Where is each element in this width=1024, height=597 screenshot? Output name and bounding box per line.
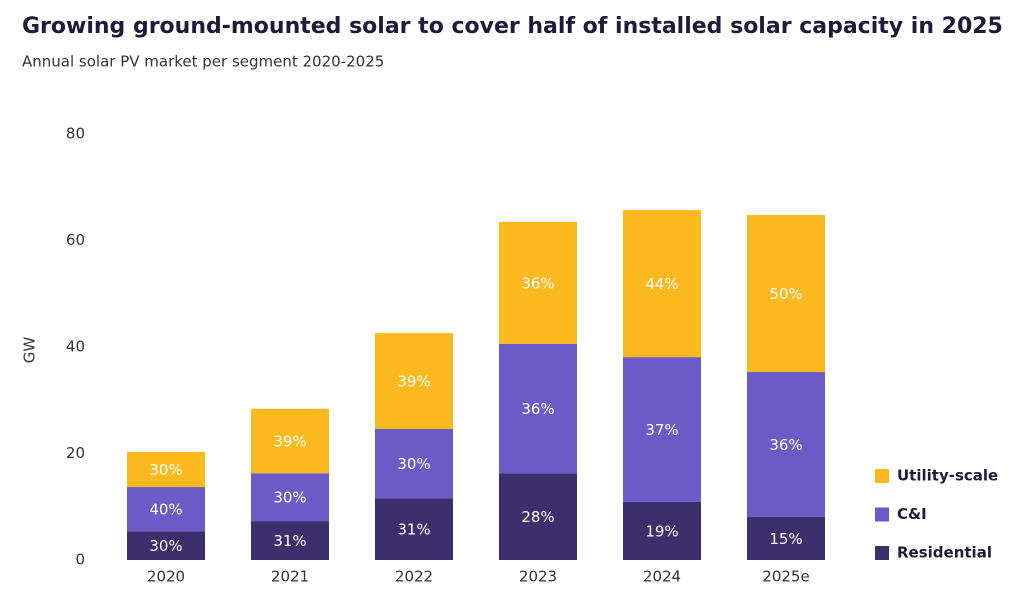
data-label: 30% [397, 455, 430, 473]
data-label: 40% [149, 501, 182, 519]
chart-title: Growing ground-mounted solar to cover ha… [22, 14, 1003, 39]
data-label: 39% [397, 373, 430, 391]
bar-segment [251, 473, 329, 522]
data-label: 19% [645, 522, 678, 540]
bar-segment [499, 221, 577, 344]
bar-segment [747, 372, 825, 517]
bar-segment [375, 429, 453, 499]
data-label: 36% [769, 436, 802, 454]
bar-segment [747, 516, 825, 560]
bar-segment [251, 521, 329, 560]
x-tick-label: 2024 [643, 568, 681, 586]
y-axis-label: GW [21, 337, 39, 364]
legend-swatch [875, 546, 889, 560]
bar-segment [623, 210, 701, 358]
legend-swatch [875, 469, 889, 483]
bar-segment [375, 498, 453, 560]
bar-segment [127, 487, 205, 532]
y-tick-label: 80 [66, 125, 85, 143]
data-label: 31% [273, 532, 306, 550]
data-label: 30% [273, 489, 306, 507]
legend-swatch [875, 507, 889, 522]
x-tick-label: 2021 [271, 568, 309, 586]
x-tick-label: 2020 [147, 568, 185, 586]
bar-segment [747, 214, 825, 373]
legend-label: Utility-scale [897, 467, 998, 485]
data-label: 15% [769, 530, 802, 548]
data-label: 44% [645, 275, 678, 293]
bar-segment [127, 531, 205, 560]
bar-segment [251, 408, 329, 474]
x-tick-label: 2025e [762, 568, 809, 586]
legend-label: C&I [897, 505, 927, 523]
y-tick-label: 0 [75, 551, 85, 569]
data-label: 30% [149, 461, 182, 479]
bar-segment [127, 451, 205, 488]
x-tick-label: 2022 [395, 568, 433, 586]
data-label: 28% [521, 508, 554, 526]
data-label: 36% [521, 400, 554, 418]
data-label: 31% [397, 521, 430, 539]
bar-segment [375, 333, 453, 430]
y-tick-label: 40 [66, 338, 85, 356]
data-label: 39% [273, 432, 306, 450]
y-tick-label: 20 [66, 444, 85, 462]
data-label: 36% [521, 274, 554, 292]
bar-segment [623, 357, 701, 502]
y-tick-label: 60 [66, 231, 85, 249]
data-label: 37% [645, 421, 678, 439]
bar-segment [499, 473, 577, 560]
legend-label: Residential [897, 544, 992, 562]
x-tick-label: 2023 [519, 568, 557, 586]
chart-subtitle: Annual solar PV market per segment 2020-… [22, 53, 384, 71]
data-label: 30% [149, 537, 182, 555]
data-label: 50% [769, 285, 802, 303]
bar-segment [499, 343, 577, 474]
bar-segment [623, 501, 701, 560]
